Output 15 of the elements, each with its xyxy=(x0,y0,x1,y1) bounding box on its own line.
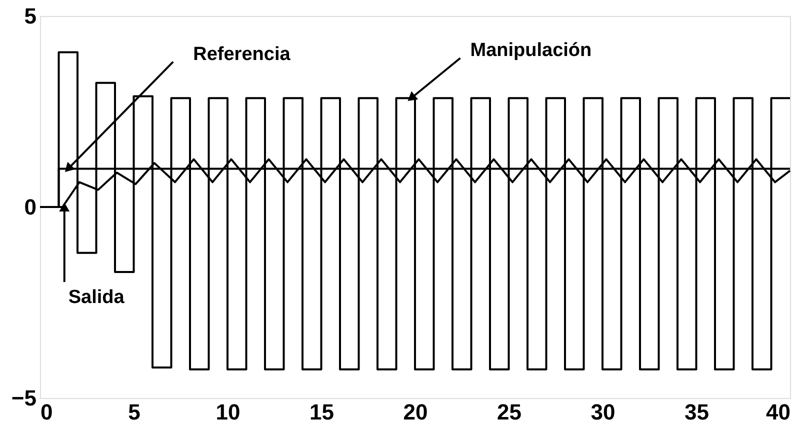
y-tick-label: 0 xyxy=(24,194,36,220)
x-tick-label: 10 xyxy=(216,400,240,424)
y-tick-label: −5 xyxy=(11,386,36,410)
annotation: Salida xyxy=(68,287,125,308)
x-tick-label: 15 xyxy=(310,400,334,424)
x-tick-label: 20 xyxy=(403,400,428,424)
x-tick-label: 40 xyxy=(766,400,790,424)
annotation: Manipulación xyxy=(470,40,592,62)
y-tick-label: 5 xyxy=(24,4,36,28)
x-tick-label: 25 xyxy=(497,400,522,424)
x-tick-label: 0 xyxy=(40,400,53,424)
x-tick-label: 30 xyxy=(590,400,616,424)
annotation: Referencia xyxy=(193,44,291,65)
x-tick-label: 5 xyxy=(128,400,140,424)
x-tick-label: 35 xyxy=(684,400,709,424)
